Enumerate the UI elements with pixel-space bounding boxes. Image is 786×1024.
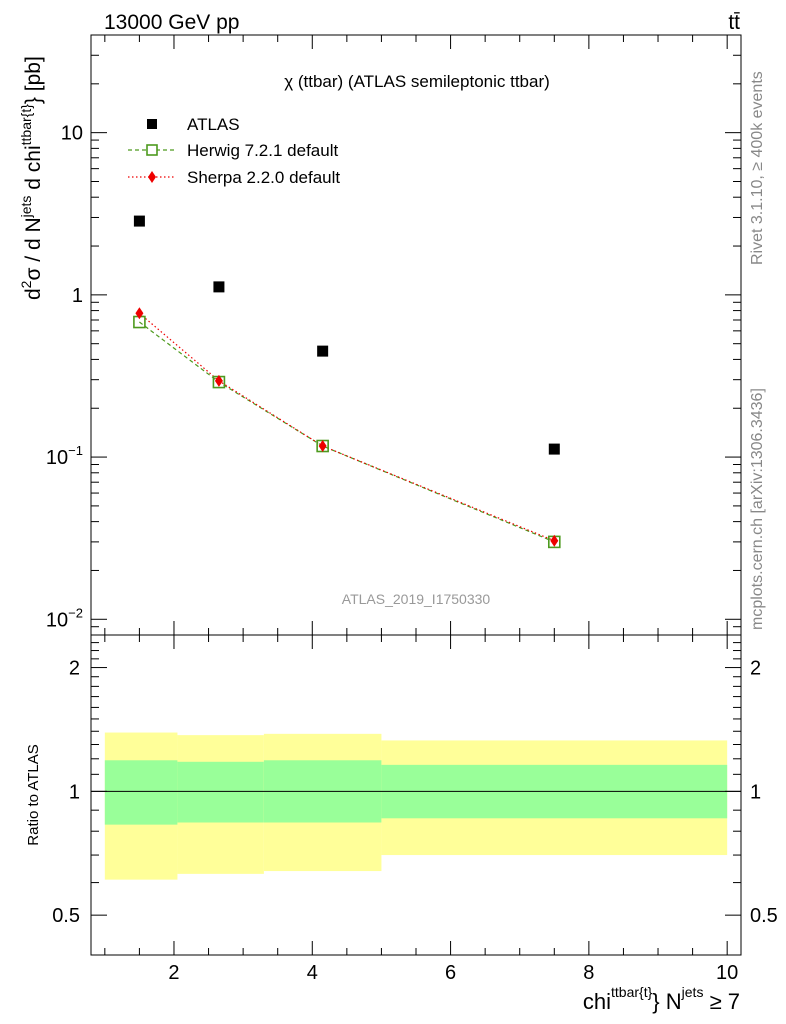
- energy-label: 13000 GeV pp: [104, 11, 239, 34]
- rivet-label: Rivet 3.1.10, ≥ 400k events: [749, 71, 766, 265]
- sherpa-point: [214, 374, 223, 387]
- legend-marker-sherpa: [148, 171, 156, 183]
- main-panel: 10−2 10−1 1 10 χ (ttbar) (ATLAS semileptoni…: [18, 34, 742, 636]
- legend-marker-herwig: [146, 144, 158, 156]
- x-tick-label: 8: [583, 962, 594, 984]
- stat-uncertainty-band: [104, 760, 178, 825]
- herwig-line: [139, 321, 555, 543]
- main-series: [133, 215, 561, 549]
- ratio-y-tick-label-left: 2: [69, 658, 80, 680]
- legend-entry-herwig: Herwig 7.2.1 default: [128, 141, 338, 160]
- x-tick-label: 6: [445, 962, 456, 984]
- legend-label-atlas: ATLAS: [187, 115, 240, 134]
- x-tick-label: 4: [307, 962, 318, 984]
- atlas-point: [133, 215, 145, 227]
- mcplots-label: mcplots.cern.ch [arXiv:1306.3436]: [749, 388, 766, 630]
- y-tick-label: 10−2: [46, 605, 83, 631]
- legend-entry-atlas: ATLAS: [147, 115, 240, 134]
- y-tick-label: 10: [61, 123, 83, 145]
- ratio-x-ticks: 2 4 6 8 10: [104, 635, 738, 984]
- legend-marker-atlas: [147, 119, 157, 129]
- ratio-y-tick-label-left: 1: [69, 781, 80, 803]
- ratio-y-label: Ratio to ATLAS: [25, 744, 42, 845]
- x-axis-label: chittbar{t}} Njets ≥ 7: [583, 984, 740, 1014]
- ratio-panel: 0.5 0.5 1 1 2 2 2 4 6 8 10 Ratio to ATLAS chittba…: [25, 634, 778, 1014]
- sherpa-point: [135, 307, 144, 320]
- watermark: ATLAS_2019_I1750330: [342, 591, 491, 607]
- ratio-y-tick-label-left: 0.5: [52, 905, 80, 927]
- x-tick-label: 10: [716, 962, 738, 984]
- y-tick-label: 1: [72, 285, 83, 307]
- sherpa-point: [318, 440, 327, 453]
- main-y-label: d2σ / d Njets d chittbar{t}} [pb]: [18, 56, 45, 300]
- atlas-point: [548, 443, 560, 455]
- ratio-bands: [104, 732, 728, 880]
- ratio-y-tick-label-right: 2: [750, 658, 761, 680]
- y-tick-label: 10−1: [46, 443, 83, 469]
- main-title: χ (ttbar) (ATLAS semileptonic ttbar): [284, 72, 550, 91]
- sherpa-point: [550, 534, 559, 547]
- legend-label-herwig: Herwig 7.2.1 default: [187, 141, 338, 160]
- legend: ATLAS Herwig 7.2.1 default Sherpa 2.2.0 …: [128, 115, 340, 187]
- ratio-y-tick-label-right: 0.5: [750, 905, 778, 927]
- atlas-point: [213, 281, 225, 293]
- ratio-y-tick-label-right: 1: [750, 781, 761, 803]
- ratio-y-ticks: 0.5 0.5 1 1 2 2: [52, 642, 778, 956]
- legend-entry-sherpa: Sherpa 2.2.0 default: [128, 168, 340, 187]
- sherpa-line: [139, 312, 555, 542]
- atlas-point: [317, 345, 329, 357]
- x-tick-label: 2: [168, 962, 179, 984]
- legend-label-sherpa: Sherpa 2.2.0 default: [187, 168, 340, 187]
- main-y-ticks: 10−2 10−1 1 10: [46, 34, 741, 636]
- main-x-ticks: [104, 35, 728, 635]
- stat-uncertainty-band: [177, 761, 264, 823]
- process-label: tt̄: [728, 11, 740, 34]
